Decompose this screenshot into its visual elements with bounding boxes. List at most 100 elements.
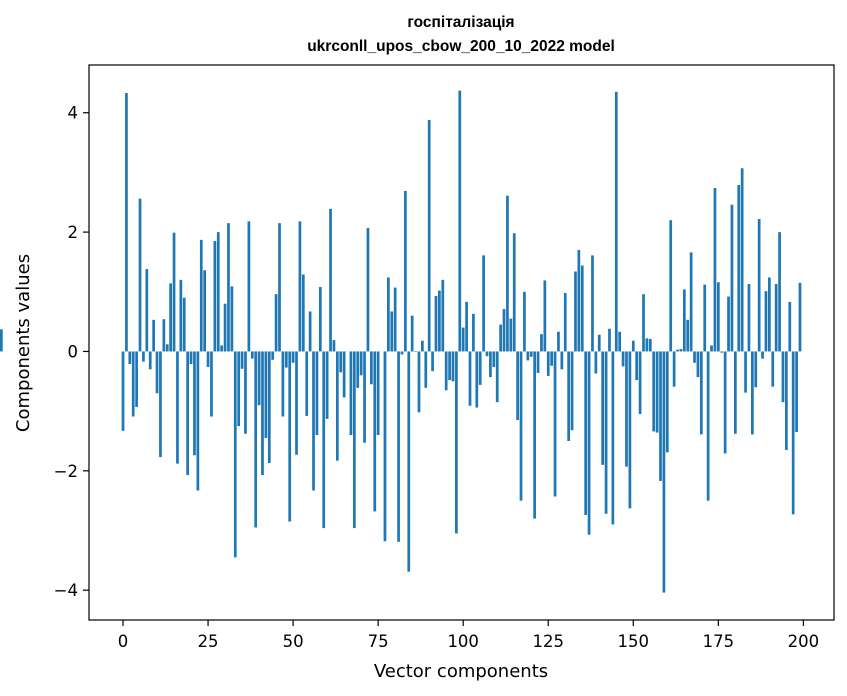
bar-component-82 [400,351,404,355]
x-tick-label: 125 [532,632,564,651]
bar-component-97 [451,351,455,382]
bar-component-98 [455,351,458,534]
bar-component-34 [237,351,241,427]
bar-component-92 [434,295,438,352]
bar-component-123 [540,334,543,352]
bar-component-127 [553,351,557,497]
bar-component-undefined [0,329,3,352]
x-tick-label: 175 [703,632,735,651]
bar-component-174 [713,187,717,352]
bar-component-159 [662,351,666,593]
bar-component-40 [257,351,261,406]
bar-component-125 [546,351,550,376]
y-tick-label: 2 [68,223,79,242]
bar-component-134 [577,250,581,352]
bar-component-13 [165,344,169,352]
y-tick-label: −2 [54,462,78,481]
bar-component-69 [356,351,360,388]
bar-component-114 [509,318,513,352]
bar-component-142 [604,351,608,514]
bar-component-73 [369,351,373,385]
bar-component-83 [404,190,407,352]
bar-component-33 [233,351,237,558]
bar-component-86 [414,351,417,353]
bar-component-94 [441,279,445,352]
bar-component-18 [182,297,186,352]
bar-component-143 [608,328,611,352]
bar-component-2 [128,351,132,364]
bar-component-67 [349,351,353,435]
bar-component-167 [689,252,693,352]
bar-component-85 [410,315,414,352]
bar-component-23 [199,239,203,352]
bar-component-129 [560,351,564,370]
bar-component-109 [492,351,496,367]
x-axis-label: Vector components [374,661,548,682]
bar-component-55 [308,311,312,352]
bar-component-81 [397,351,400,542]
bar-component-68 [352,351,356,529]
bar-component-170 [699,351,703,435]
bar-component-164 [679,349,683,352]
bar-component-93 [438,290,441,352]
bar-component-6 [142,351,145,362]
bar-component-48 [284,351,288,368]
bar-component-115 [512,233,516,352]
bar-component-104 [475,351,479,408]
bar-component-70 [359,351,363,376]
bar-component-118 [523,291,526,352]
bar-component-36 [244,351,247,434]
bar-component-198 [795,351,798,433]
bar-component-103 [472,313,475,352]
x-tick-label: 150 [618,632,650,651]
bar-component-45 [274,294,278,352]
bar-component-22 [196,351,200,491]
y-axis-ticks: −4 −2 0 2 4 [54,104,89,600]
bar-component-87 [417,351,421,413]
bar-component-0 [121,351,125,431]
bar-component-17 [179,279,183,352]
bar-component-46 [278,223,281,352]
bar-component-20 [189,351,193,364]
bar-component-199 [798,282,802,352]
bar-component-59 [322,351,326,529]
x-tick-label: 25 [198,632,219,651]
bar-component-150 [631,340,635,352]
bar-component-71 [363,351,366,443]
bars-group [0,90,802,593]
bar-component-39 [254,351,258,528]
bar-component-96 [448,351,451,381]
bar-component-153 [642,294,645,352]
y-axis-label: Components values [13,254,34,432]
bar-component-4 [135,351,138,407]
bar-component-183 [744,351,747,393]
bar-component-90 [427,119,431,352]
bar-component-197 [791,351,795,515]
bar-component-133 [574,271,577,352]
bar-component-56 [312,351,315,491]
bar-component-130 [563,292,567,352]
bar-component-99 [458,90,462,352]
x-axis-ticks: 0 25 50 75 100 125 150 175 200 [118,620,819,651]
bar-component-158 [659,351,662,481]
bar-component-116 [516,351,519,421]
plot-frame [88,64,835,621]
bar-component-61 [329,208,332,352]
bar-component-120 [529,351,533,357]
bar-component-165 [682,289,686,352]
bar-component-7 [145,269,149,352]
bar-component-24 [203,270,207,352]
bar-component-32 [230,286,234,352]
bar-component-58 [318,287,322,352]
bar-component-171 [703,284,707,352]
bar-component-144 [611,351,615,525]
bar-component-78 [387,277,390,352]
bar-component-195 [785,351,788,450]
bar-component-25 [206,351,210,367]
bar-component-29 [220,345,224,352]
bar-component-162 [672,351,676,387]
bar-component-105 [478,351,482,385]
bar-component-1 [125,93,128,352]
bar-component-49 [288,351,292,522]
